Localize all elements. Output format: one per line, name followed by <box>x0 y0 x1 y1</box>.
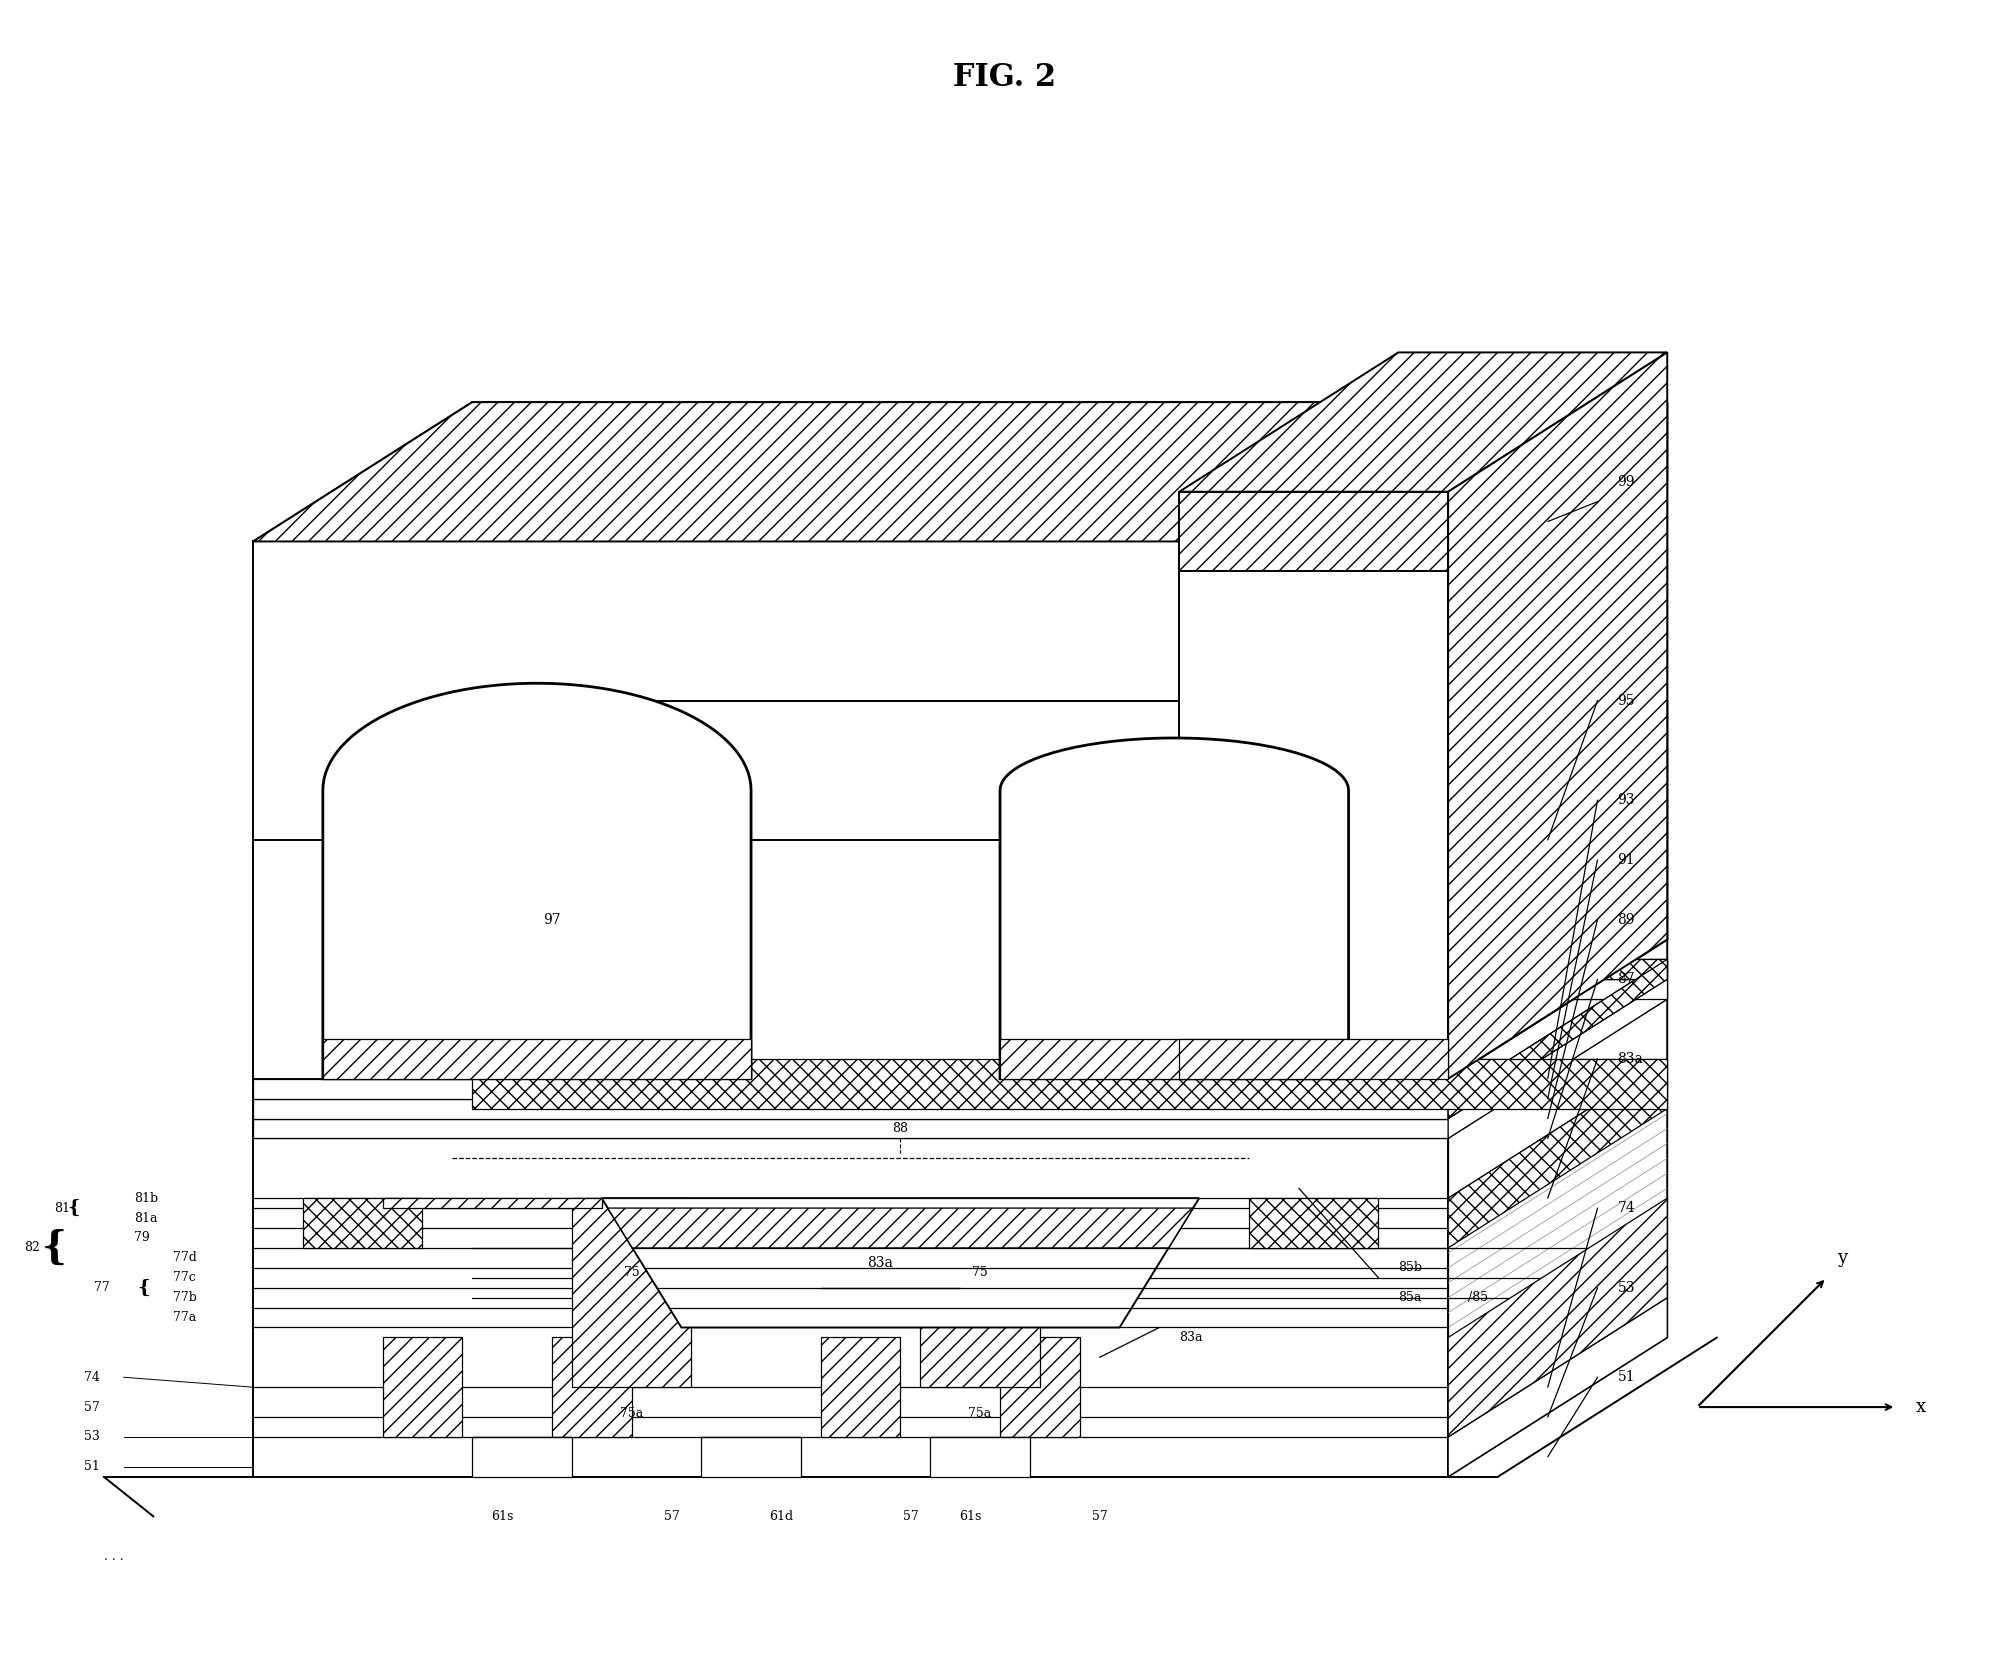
Polygon shape <box>1447 1298 1666 1477</box>
Text: 87: 87 <box>1618 973 1634 986</box>
Text: /85: /85 <box>1467 1291 1487 1305</box>
Polygon shape <box>1248 1199 1379 1248</box>
Polygon shape <box>472 959 1666 979</box>
Text: 75a: 75a <box>619 1408 643 1419</box>
Polygon shape <box>1001 739 1349 1079</box>
Polygon shape <box>931 1438 1029 1477</box>
Text: 74: 74 <box>1618 1202 1636 1215</box>
Text: 88: 88 <box>892 1122 909 1135</box>
Text: 83a: 83a <box>1618 1052 1644 1066</box>
Text: 81b: 81b <box>133 1192 157 1205</box>
Polygon shape <box>304 1199 422 1248</box>
Text: 57: 57 <box>902 1511 919 1522</box>
Text: 77b: 77b <box>173 1291 197 1305</box>
Polygon shape <box>472 1059 1666 1109</box>
Text: 83a: 83a <box>868 1257 894 1270</box>
Polygon shape <box>1447 1199 1666 1438</box>
Polygon shape <box>253 1079 1447 1099</box>
Polygon shape <box>1180 491 1447 571</box>
Polygon shape <box>472 959 1666 979</box>
Text: x: x <box>1916 1398 1926 1416</box>
Text: FIG. 2: FIG. 2 <box>953 61 1057 93</box>
Polygon shape <box>1447 402 1666 1477</box>
Polygon shape <box>472 402 1666 481</box>
Text: 83a: 83a <box>1180 1331 1202 1345</box>
Polygon shape <box>571 1199 691 1388</box>
Text: 75: 75 <box>973 1267 989 1280</box>
Polygon shape <box>1447 402 1666 621</box>
Text: 51: 51 <box>84 1461 100 1474</box>
Text: 61s: 61s <box>490 1511 513 1522</box>
Text: 82: 82 <box>24 1242 40 1255</box>
Polygon shape <box>1447 979 1666 1139</box>
Text: {: { <box>137 1278 151 1296</box>
Text: 95: 95 <box>1618 694 1634 707</box>
Polygon shape <box>601 1199 1200 1328</box>
Text: 61s: 61s <box>959 1511 981 1522</box>
Polygon shape <box>253 840 1447 1079</box>
Text: 99: 99 <box>1618 475 1634 488</box>
Polygon shape <box>553 1338 631 1438</box>
Polygon shape <box>472 701 1666 940</box>
Text: 97: 97 <box>543 913 561 926</box>
Text: 51: 51 <box>1618 1370 1634 1384</box>
Polygon shape <box>382 1199 601 1208</box>
Text: 89: 89 <box>1618 913 1634 926</box>
Polygon shape <box>253 1099 1447 1119</box>
Polygon shape <box>253 402 1666 541</box>
Polygon shape <box>1447 352 1666 1079</box>
Polygon shape <box>253 402 1666 541</box>
Text: 85a: 85a <box>1399 1291 1421 1305</box>
Text: 75: 75 <box>623 1267 639 1280</box>
Polygon shape <box>324 1039 752 1079</box>
Text: 57: 57 <box>84 1401 100 1414</box>
Text: 77c: 77c <box>173 1272 197 1285</box>
Text: 57: 57 <box>663 1511 679 1522</box>
Text: 93: 93 <box>1618 793 1634 807</box>
Text: 53: 53 <box>1618 1282 1634 1295</box>
Polygon shape <box>820 1338 900 1438</box>
Polygon shape <box>1447 959 1666 1119</box>
Text: 77: 77 <box>94 1282 109 1295</box>
Text: 77a: 77a <box>173 1311 197 1325</box>
Text: 74: 74 <box>84 1371 100 1384</box>
Polygon shape <box>1180 491 1447 1079</box>
Text: 79: 79 <box>133 1232 149 1245</box>
Text: 75a: 75a <box>969 1408 991 1419</box>
Polygon shape <box>472 1438 571 1477</box>
Polygon shape <box>701 1438 800 1477</box>
Polygon shape <box>472 979 1666 999</box>
Polygon shape <box>382 1338 462 1438</box>
Polygon shape <box>324 684 752 1079</box>
Text: 81: 81 <box>54 1202 70 1215</box>
Polygon shape <box>607 1208 1194 1248</box>
Text: 91: 91 <box>1618 853 1634 867</box>
Polygon shape <box>1001 1338 1079 1438</box>
Polygon shape <box>1180 1039 1447 1079</box>
Text: 81a: 81a <box>133 1212 157 1225</box>
Polygon shape <box>1447 959 1666 1119</box>
Text: {: { <box>68 1199 80 1217</box>
Text: y: y <box>1837 1248 1847 1267</box>
Text: 77d: 77d <box>173 1252 197 1265</box>
Polygon shape <box>1447 701 1666 1079</box>
Text: 53: 53 <box>84 1431 100 1444</box>
Polygon shape <box>1180 352 1666 491</box>
Polygon shape <box>1001 1039 1349 1079</box>
Text: 61d: 61d <box>770 1511 794 1522</box>
Text: . . .: . . . <box>105 1550 123 1562</box>
Text: 57: 57 <box>1091 1511 1108 1522</box>
Polygon shape <box>1447 1059 1666 1248</box>
Text: {: { <box>42 1228 66 1267</box>
Text: 85b: 85b <box>1399 1262 1423 1275</box>
Polygon shape <box>253 541 1447 1477</box>
Polygon shape <box>253 1119 1447 1139</box>
Polygon shape <box>921 1199 1039 1388</box>
